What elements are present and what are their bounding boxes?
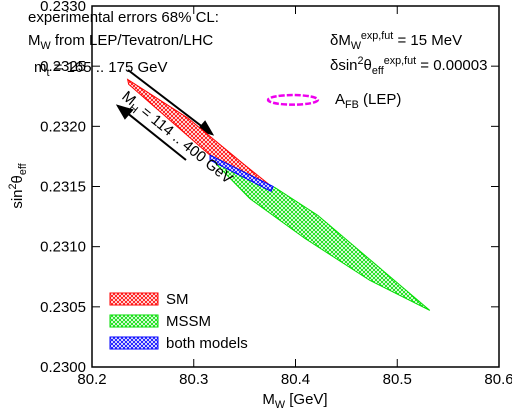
y-tick-label: 0.2305 <box>40 299 86 316</box>
arrow-head <box>115 104 134 120</box>
arrow <box>127 69 205 129</box>
annotation: MW from LEP/Tevatron/LHC <box>28 32 213 52</box>
arrows <box>115 69 215 161</box>
annotation: experimental errors 68% CL: <box>28 9 219 26</box>
annotation: δMWexp,fut = 15 MeV <box>330 30 462 52</box>
y-tick-label: 0.2310 <box>40 239 86 256</box>
text-part: [GeV] <box>285 391 328 408</box>
text-part: M <box>262 391 275 408</box>
text-part: sin <box>9 189 26 208</box>
legend-swatch <box>109 292 159 306</box>
x-tick-label: 80.5 <box>383 371 412 388</box>
arrow <box>125 111 187 161</box>
legend-label: both models <box>166 335 248 352</box>
text-part: W <box>351 40 362 52</box>
text-part: θ <box>364 57 372 74</box>
x-axis-label: MW [GeV] <box>262 391 327 411</box>
annotation: MH = 114 .. 400 GeV <box>117 88 236 190</box>
legend-label: MSSM <box>166 313 211 330</box>
y-tick-label: 0.2330 <box>40 0 86 15</box>
text-part: = 0.00003 <box>416 57 487 74</box>
text-part: eff <box>17 162 29 175</box>
region <box>209 154 431 311</box>
text-part: experimental errors 68% CL: <box>28 9 219 26</box>
text-part: exp,fut <box>384 55 416 67</box>
legend-swatch <box>109 336 159 350</box>
text-part: θ <box>9 175 26 183</box>
region <box>209 154 274 193</box>
y-tick-label: 0.2320 <box>40 118 86 135</box>
text-part: m <box>34 59 47 76</box>
text-part: exp,fut <box>361 30 393 42</box>
region <box>126 78 271 186</box>
text-part: M <box>28 32 41 49</box>
text-part: from LEP/Tevatron/LHC <box>51 32 214 49</box>
text-part: 2 <box>358 55 364 67</box>
text-part: δsin <box>330 57 358 74</box>
x-tick-label: 80.3 <box>179 371 208 388</box>
text-part: t <box>47 67 50 79</box>
x-tick-label: 80.2 <box>77 371 106 388</box>
text-part: δM <box>330 32 351 49</box>
legend-label: SM <box>166 291 189 308</box>
text-part: FB <box>345 99 359 111</box>
annotation: δsin2θeffexp,fut = 0.00003 <box>330 55 487 77</box>
text-part: = 165 .. 175 GeV <box>50 59 168 76</box>
x-tick-label: 80.4 <box>281 371 310 388</box>
ellipse-label: AFB (LEP) <box>335 91 401 111</box>
text-part: = 15 MeV <box>393 32 462 49</box>
legend-swatch <box>109 314 159 328</box>
text-part: W <box>275 399 286 411</box>
text-part: (LEP) <box>359 91 402 108</box>
y-tick-label: 0.2300 <box>40 359 86 376</box>
text-part: 2 <box>7 183 19 189</box>
y-tick-label: 0.2325 <box>40 58 86 75</box>
annotation: mt = 165 .. 175 GeV <box>34 59 168 79</box>
text-part: eff <box>372 65 385 77</box>
ellipse <box>266 93 320 106</box>
y-axis-label: sin2θeff <box>7 162 29 208</box>
x-tick-label: 80.6 <box>484 371 512 388</box>
text-part: W <box>41 40 52 52</box>
y-tick-label: 0.2315 <box>40 179 86 196</box>
text-part: A <box>335 91 345 108</box>
